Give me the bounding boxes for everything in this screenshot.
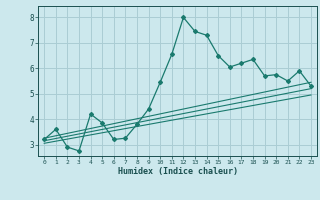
X-axis label: Humidex (Indice chaleur): Humidex (Indice chaleur) (118, 167, 238, 176)
